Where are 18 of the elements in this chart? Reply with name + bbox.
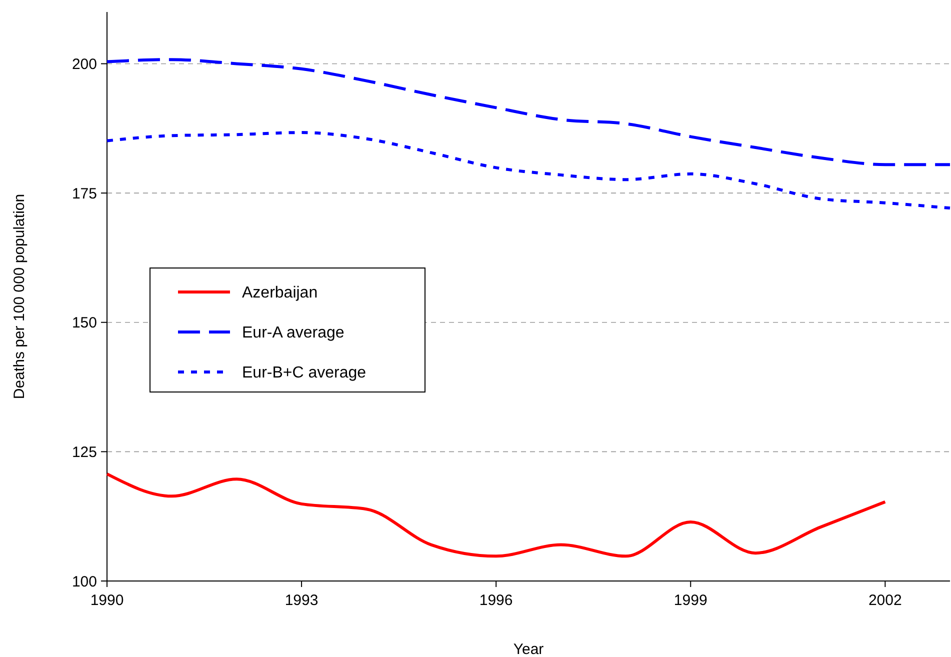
line-series (106, 58, 951, 166)
legend-label: Eur-A average (242, 324, 344, 342)
y-axis-title: Deaths per 100 000 population (11, 194, 28, 400)
x-tick-label: 1999 (674, 592, 708, 609)
x-tick-label: 1996 (479, 592, 513, 609)
y-tick-label: 125 (72, 444, 97, 461)
legend-label: Eur-B+C average (242, 364, 366, 382)
y-tick-label: 100 (72, 573, 97, 590)
x-tick-label: 2002 (868, 592, 902, 609)
x-axis-title: Year (513, 641, 544, 657)
y-tick-label: 150 (72, 314, 97, 332)
x-tick-label: 1990 (90, 592, 124, 609)
legend-label: Azerbaijan (242, 284, 318, 302)
y-tick-label: 200 (72, 56, 97, 73)
line-series (106, 472, 887, 558)
y-tick-label: 175 (72, 185, 97, 202)
x-tick-label: 1993 (284, 592, 318, 609)
line-series (106, 131, 951, 210)
